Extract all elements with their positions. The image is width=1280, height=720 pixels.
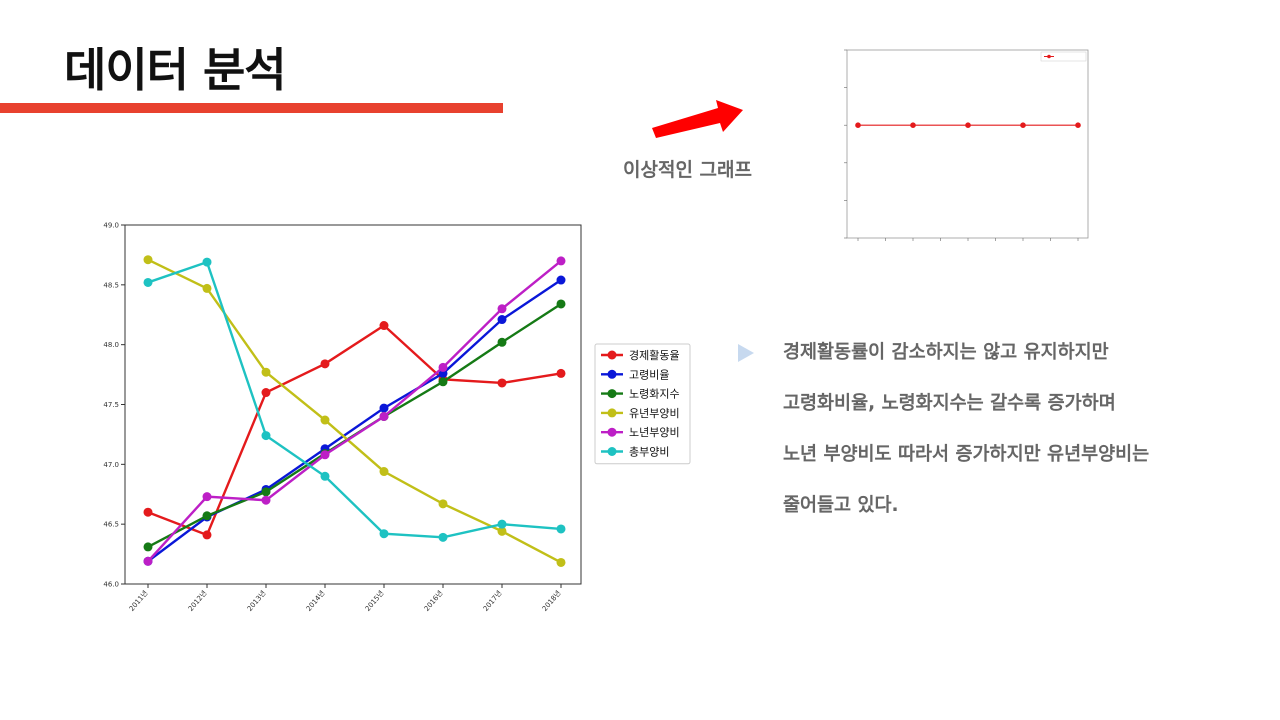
x-tick-label: 2015년	[363, 589, 385, 613]
ideal-data-point	[910, 122, 916, 128]
data-point	[261, 388, 271, 398]
legend-label: 유년부양비	[629, 407, 680, 420]
data-point	[497, 304, 507, 314]
y-tick-label: 46.0	[103, 581, 119, 589]
legend-marker	[607, 369, 617, 379]
y-tick-label: 48.0	[103, 341, 119, 349]
legend-marker	[607, 427, 617, 437]
x-tick-label: 2012년	[186, 589, 208, 613]
series-line	[147, 260, 562, 539]
data-point	[143, 255, 153, 265]
legend-label: 노령화지수	[629, 388, 680, 401]
y-tick-label: 46.5	[103, 521, 119, 529]
triangle-bullet-icon	[738, 344, 754, 362]
data-point	[379, 403, 389, 413]
data-point	[261, 431, 271, 441]
data-point	[143, 507, 153, 517]
ideal-line-chart	[844, 49, 1089, 241]
data-point	[556, 524, 566, 534]
legend-marker	[607, 389, 617, 399]
y-tick-label: 47.0	[103, 461, 119, 469]
data-point	[556, 557, 566, 567]
data-point	[556, 275, 566, 285]
data-point	[379, 411, 389, 421]
data-point	[556, 368, 566, 378]
data-point	[497, 519, 507, 529]
data-point	[320, 450, 330, 460]
x-tick-label: 2011년	[127, 589, 149, 613]
ideal-plot-frame	[846, 49, 1089, 239]
ideal-legend-box	[1040, 51, 1087, 62]
legend-label: 노년부양비	[629, 426, 680, 439]
x-tick-label: 2014년	[304, 589, 326, 613]
legend-marker	[607, 408, 617, 418]
data-point	[320, 415, 330, 425]
data-point	[379, 529, 389, 539]
description-line-2: 고령화비율, 노령화지수는 갈수록 증가하며	[783, 393, 1116, 414]
data-point	[261, 495, 271, 505]
legend-label: 경제활동율	[629, 348, 680, 362]
legend-label: 고령비율	[629, 368, 669, 381]
data-point	[320, 471, 330, 481]
description-text: 경제활동률이 감소하지는 않고 유지하지만 고령화비율, 노령화지수는 갈수록 …	[783, 337, 1263, 541]
description-line-3: 노년 부양비도 따라서 증가하지만 유년부양비는	[783, 444, 1150, 465]
title-underline-bar	[0, 103, 503, 113]
data-point	[202, 492, 212, 502]
data-point	[497, 337, 507, 347]
red-arrow-icon	[652, 100, 743, 138]
data-point	[320, 359, 330, 369]
data-point	[261, 487, 271, 497]
data-point	[438, 532, 448, 542]
ideal-data-point	[1020, 122, 1026, 128]
description-line-4: 줄어들고 있다.	[783, 495, 899, 516]
data-point	[143, 542, 153, 552]
x-tick-label: 2013년	[245, 589, 267, 613]
data-point	[497, 378, 507, 388]
series-line	[147, 259, 562, 563]
data-point	[202, 530, 212, 540]
data-point	[202, 283, 212, 293]
ideal-graph-caption: 이상적인 그래프	[623, 159, 752, 181]
legend-label: 총부양비	[629, 446, 669, 459]
data-point	[497, 526, 507, 536]
data-point	[438, 377, 448, 387]
ideal-legend-marker	[1047, 54, 1051, 59]
main-line-chart: 46.0 46.5 47.0 47.5 48.0 48.5 49.0 2011년 2012년 20…	[103, 222, 691, 613]
legend-marker	[607, 447, 617, 456]
x-tick-label: 2018년	[540, 589, 562, 613]
data-point	[379, 321, 389, 331]
data-point	[261, 367, 271, 377]
data-point	[497, 315, 507, 325]
y-tick-label: 48.5	[103, 281, 119, 289]
slide-title: 데이터 분석	[64, 43, 287, 97]
legend-marker	[607, 350, 617, 360]
ideal-data-point	[855, 122, 861, 128]
x-tick-label: 2017년	[481, 589, 503, 613]
x-tick-label: 2016년	[422, 589, 444, 613]
y-tick-label: 49.0	[103, 222, 119, 230]
ideal-data-point	[1075, 122, 1081, 128]
y-tick-label: 47.5	[103, 401, 119, 409]
data-point	[556, 256, 566, 266]
data-point	[143, 556, 153, 566]
data-point	[438, 362, 448, 372]
description-line-1: 경제활동률이 감소하지는 않고 유지하지만	[783, 342, 1109, 363]
data-point	[556, 299, 566, 309]
data-point	[202, 511, 212, 521]
data-point	[438, 499, 448, 509]
ideal-data-point	[965, 122, 971, 128]
data-point	[379, 467, 389, 477]
data-point	[143, 277, 153, 287]
data-point	[202, 257, 212, 267]
